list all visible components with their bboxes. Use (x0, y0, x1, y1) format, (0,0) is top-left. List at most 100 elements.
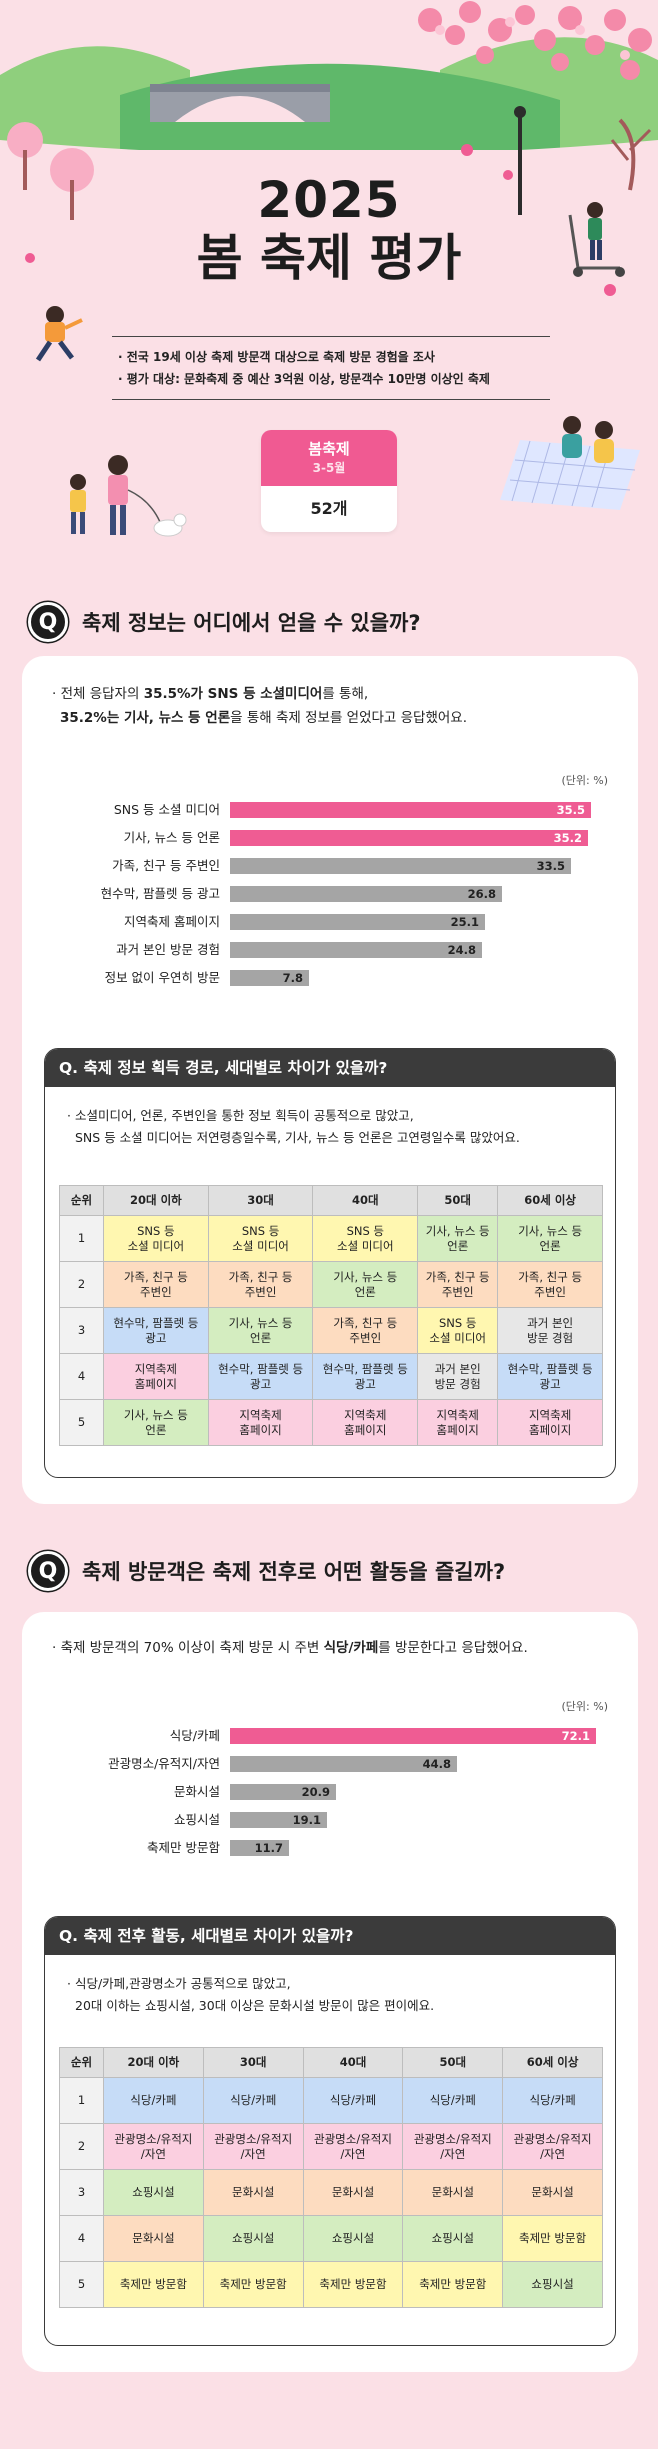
bar-row: 문화시설 20.9 (22, 1782, 638, 1802)
rank-cell: 3 (59, 2169, 104, 2216)
table-cell: 관광명소/유적지/자연 (502, 2123, 603, 2170)
survey-line-2: · 평가 대상: 문화축제 중 예산 3억원 이상, 방문객수 10만명 이상인… (118, 372, 490, 386)
section1-subpanel: Q. 축제 정보 획득 경로, 세대별로 차이가 있을까? · 소셜미디어, 언… (44, 1048, 616, 1478)
table-cell: 현수막, 팜플렛 등 광고 (312, 1353, 419, 1400)
bar: 20.9 (230, 1784, 336, 1800)
table-cell: 문화시설 (202, 2169, 304, 2216)
table-cell: 가족, 친구 등 주변인 (497, 1261, 603, 1308)
table-cell: 쇼핑시설 (402, 2215, 504, 2262)
bar: 72.1 (230, 1728, 596, 1744)
unit-label: (단위: %) (561, 774, 608, 787)
intro-text: · 축제 방문객의 70% 이상이 축제 방문 시 주변 (52, 1640, 324, 1656)
bar-category-label: 문화시설 (173, 1784, 220, 1799)
intro-line-2: 35.2%는 기사, 뉴스 등 언론을 통해 축제 정보를 얻었다고 응답했어요… (52, 706, 467, 730)
bar: 19.1 (230, 1812, 327, 1828)
column-header: 60세 이상 (497, 1185, 603, 1216)
table-cell: 가족, 친구 등 주변인 (417, 1261, 499, 1308)
column-header: 20대 이하 (103, 1185, 209, 1216)
activity-bar-chart: 식당/카페 72.1 관광명소/유적지/자연 44.8 문화시설 20.9 쇼핑시설 19.1… (22, 1726, 638, 1876)
bar-track: 35.5 (230, 802, 591, 818)
table-row: 3 쇼핑시설 문화시설 문화시설 문화시설 문화시설 (59, 2169, 603, 2216)
table-cell: 문화시설 (402, 2169, 504, 2216)
column-header: 60세 이상 (502, 2047, 603, 2078)
intro-text: · 전체 응답자의 (52, 686, 144, 702)
table-cell: SNS 등 소셜 미디어 (417, 1307, 499, 1354)
bar-row: 관광명소/유적지/자연 44.8 (22, 1754, 638, 1774)
running-girl-illustration (35, 306, 83, 362)
desc-line: · 소셜미디어, 언론, 주변인을 통한 정보 획득이 공통적으로 많았고, (67, 1108, 414, 1123)
intro-line-1: · 전체 응답자의 35.5%가 SNS 등 소셜미디어를 통해, (52, 682, 467, 706)
intro-highlight: 35.5%가 SNS 등 소셜미디어 (143, 686, 323, 702)
bar-category-label: 기사, 뉴스 등 언론 (123, 830, 220, 845)
desc-line: SNS 등 소셜 미디어는 저연령층일수록, 기사, 뉴스 등 언론은 고연령일… (75, 1130, 520, 1145)
bar-value-label: 35.5 (556, 803, 585, 817)
bar: 25.1 (230, 914, 485, 930)
bar-track: 24.8 (230, 942, 482, 958)
festival-count: 52개 (310, 499, 348, 518)
picnic-couple-illustration (500, 416, 640, 510)
table-cell: 쇼핑시설 (103, 2169, 204, 2216)
bar-track: 7.8 (230, 970, 309, 986)
bar-category-label: SNS 등 소셜 미디어 (113, 802, 220, 817)
bar-value-label: 19.1 (292, 1813, 321, 1827)
bar-track: 25.1 (230, 914, 485, 930)
bar-category-label: 쇼핑시설 (173, 1812, 220, 1827)
festival-count-card: 봄축제 3-5월 52개 (261, 430, 397, 532)
table-cell: 식당/카페 (302, 2077, 404, 2124)
bar-category-label: 가족, 친구 등 주변인 (112, 858, 220, 873)
table-cell: 문화시설 (502, 2169, 603, 2216)
rank-cell: 1 (59, 2077, 104, 2124)
bar-row: 쇼핑시설 19.1 (22, 1810, 638, 1830)
table-cell: 쇼핑시설 (202, 2215, 304, 2262)
rank-cell: 4 (59, 2215, 104, 2262)
bar-category-label: 현수막, 팜플렛 등 광고 (100, 886, 220, 901)
table-cell: SNS 등 소셜 미디어 (103, 1215, 209, 1262)
section2-header: Q 축제 방문객은 축제 전후로 어떤 활동을 즐길까? (28, 1551, 505, 1591)
title-block: 2025 봄 축제 평가 (0, 175, 658, 286)
rank-cell: 2 (59, 2123, 104, 2170)
street-lamp (514, 106, 526, 215)
title-year: 2025 (257, 171, 401, 229)
table-cell: 가족, 친구 등 주변인 (103, 1261, 209, 1308)
bar-category-label: 축제만 방문함 (147, 1840, 220, 1855)
bar: 11.7 (230, 1840, 289, 1856)
rank-cell: 4 (59, 1353, 104, 1400)
bar-value-label: 24.8 (447, 943, 476, 957)
table-cell: 가족, 친구 등 주변인 (312, 1307, 419, 1354)
table-cell: 관광명소/유적지/자연 (402, 2123, 504, 2170)
table-row: 5 기사, 뉴스 등 언론 지역축제 홈페이지 지역축제 홈페이지 지역축제 홈페이지 지역축제 홈… (59, 1399, 603, 1446)
intro-text: 을 통해 축제 정보를 얻었다고 응답했어요. (230, 710, 468, 726)
bar-track: 44.8 (230, 1756, 457, 1772)
bar-value-label: 20.9 (301, 1785, 330, 1799)
bar-value-label: 7.8 (282, 971, 303, 985)
page-title: 봄 축제 평가 (196, 229, 462, 287)
table-cell: 관광명소/유적지/자연 (302, 2123, 404, 2170)
desc-line: 20대 이하는 쇼핑시설, 30대 이상은 문화시설 방문이 많은 편이에요. (75, 1998, 435, 2013)
bar-value-label: 25.1 (450, 915, 479, 929)
table-cell: 관광명소/유적지/자연 (202, 2123, 304, 2170)
table-cell: 과거 본인 방문 경험 (417, 1353, 499, 1400)
table-cell: 축제만 방문함 (302, 2261, 404, 2308)
bar: 35.2 (230, 830, 588, 846)
intro-text: 를 방문한다고 응답했어요. (378, 1640, 528, 1656)
table-cell: 과거 본인 방문 경험 (497, 1307, 603, 1354)
column-header: 20대 이하 (103, 2047, 204, 2078)
table-cell: 지역축제 홈페이지 (207, 1399, 314, 1446)
column-header: 30대 (207, 1185, 314, 1216)
section2-question: 축제 방문객은 축제 전후로 어떤 활동을 즐길까? (82, 1560, 506, 1584)
bar-row: 현수막, 팜플렛 등 광고 26.8 (22, 884, 638, 904)
table-cell: 쇼핑시설 (502, 2261, 603, 2308)
column-header: 30대 (202, 2047, 304, 2078)
bar-track: 20.9 (230, 1784, 336, 1800)
bar-row: 기사, 뉴스 등 언론 35.2 (22, 828, 638, 848)
section1-header: Q 축제 정보는 어디에서 얻을 수 있을까? (28, 602, 421, 642)
table-cell: 지역축제 홈페이지 (417, 1399, 499, 1446)
table-row: 4 지역축제 홈페이지 현수막, 팜플렛 등 광고 현수막, 팜플렛 등 광고 과거 본인 방문… (59, 1353, 603, 1400)
question-badge: Q (28, 602, 68, 642)
bar-track: 35.2 (230, 830, 588, 846)
bar-row: 식당/카페 72.1 (22, 1726, 638, 1746)
rank-cell: 5 (59, 1399, 104, 1446)
intro-highlight: 35.2%는 기사, 뉴스 등 언론 (60, 710, 231, 726)
subpanel-description: · 소셜미디어, 언론, 주변인을 통한 정보 획득이 공통적으로 많았고, S… (67, 1105, 520, 1149)
